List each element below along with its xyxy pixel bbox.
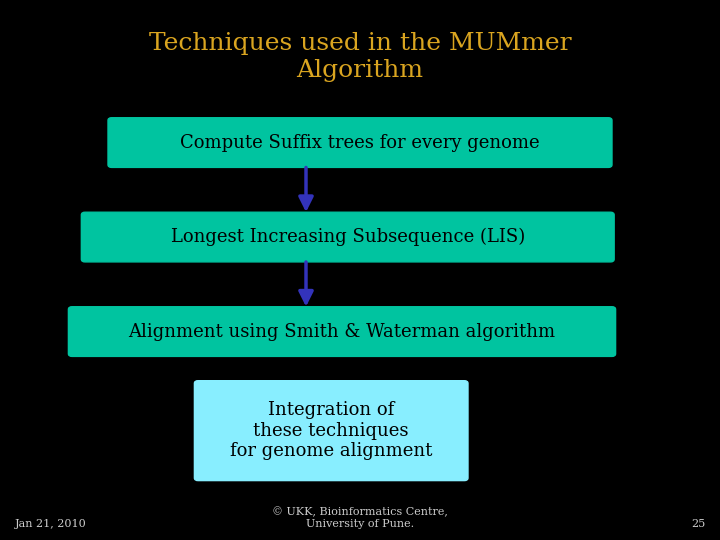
FancyBboxPatch shape	[194, 381, 468, 481]
Text: Alignment using Smith & Waterman algorithm: Alignment using Smith & Waterman algorit…	[128, 322, 556, 341]
Text: 25: 25	[691, 519, 706, 529]
Text: Integration of
these techniques
for genome alignment: Integration of these techniques for geno…	[230, 401, 433, 461]
Text: Jan 21, 2010: Jan 21, 2010	[14, 519, 86, 529]
FancyBboxPatch shape	[81, 212, 614, 262]
Text: © UKK, Bioinformatics Centre,
University of Pune.: © UKK, Bioinformatics Centre, University…	[272, 507, 448, 529]
FancyBboxPatch shape	[108, 118, 612, 167]
Text: Longest Increasing Subsequence (LIS): Longest Increasing Subsequence (LIS)	[171, 228, 525, 246]
FancyBboxPatch shape	[68, 307, 616, 356]
Text: Compute Suffix trees for every genome: Compute Suffix trees for every genome	[180, 133, 540, 152]
Text: Techniques used in the MUMmer
Algorithm: Techniques used in the MUMmer Algorithm	[149, 32, 571, 82]
